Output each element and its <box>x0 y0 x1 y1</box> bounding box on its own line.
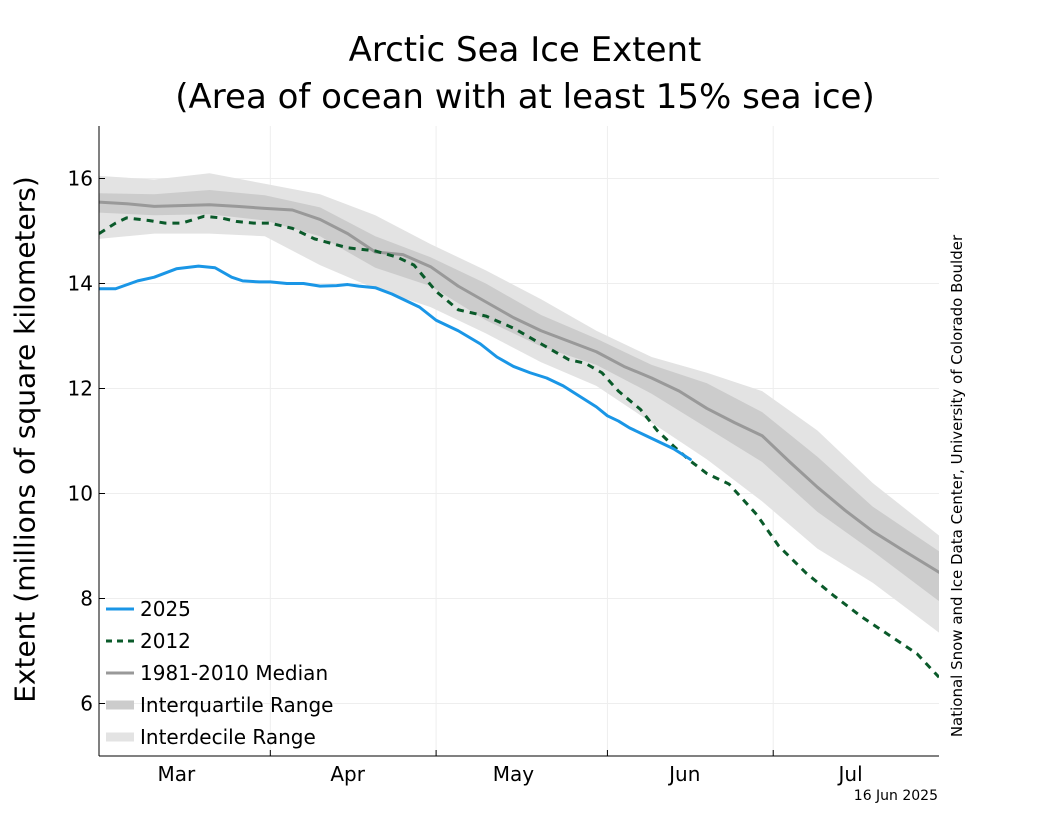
legend-label-interquartile-range: Interquartile Range <box>140 693 333 717</box>
y-axis-label: Extent (millions of square kilometers) <box>8 176 42 703</box>
y-tick-label: 10 <box>68 482 93 506</box>
y-tick-label: 8 <box>80 587 93 611</box>
x-tick-label: Mar <box>158 762 197 786</box>
series-line-2012 <box>99 214 939 679</box>
y-tick-label: 6 <box>80 692 93 716</box>
source-credit: National Snow and Ice Data Center, Unive… <box>948 234 966 738</box>
band-interdecile-range <box>99 173 939 633</box>
legend-label-2025: 2025 <box>140 597 191 621</box>
x-tick-label: Jul <box>837 762 863 786</box>
chart-subtitle: (Area of ocean with at least 15% sea ice… <box>175 77 875 117</box>
series-line-1981-2010-median <box>99 200 939 574</box>
series-line-2025 <box>99 264 692 461</box>
y-tick-label: 14 <box>68 272 93 296</box>
x-tick-label: Apr <box>330 762 365 786</box>
x-tick-label: Jun <box>667 762 700 786</box>
legend-label-interdecile-range: Interdecile Range <box>140 725 316 749</box>
y-tick-label: 12 <box>68 377 93 401</box>
chart-title: Arctic Sea Ice Extent <box>348 30 702 70</box>
x-tick-label: May <box>493 762 535 786</box>
legend-label-1981-2010-median: 1981-2010 Median <box>140 661 328 685</box>
legend-label-2012: 2012 <box>140 629 191 653</box>
y-tick-label: 16 <box>68 167 93 191</box>
date-stamp: 16 Jun 2025 <box>853 788 938 804</box>
